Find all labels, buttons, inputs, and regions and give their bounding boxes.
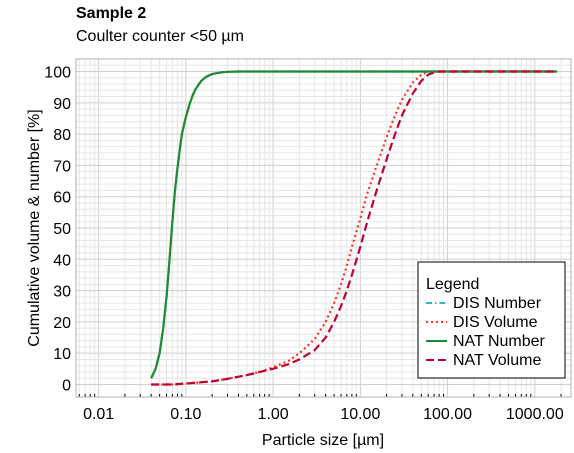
- x-tick-label: 10.00: [340, 406, 380, 423]
- y-tick-label: 10: [53, 346, 71, 363]
- legend-items: DIS Number DIS Volume NAT Number NAT Volume: [426, 295, 546, 369]
- chart-subtitle: Coulter counter <50 µm: [76, 28, 244, 45]
- plot-frame: [75, 58, 572, 398]
- x-tick-label: 0.01: [83, 406, 114, 423]
- y-tick-label: 50: [53, 221, 71, 238]
- series-line-nat-volume: [151, 70, 558, 386]
- x-tick-label: 1.00: [258, 406, 289, 423]
- legend-label: DIS Volume: [453, 314, 538, 331]
- y-axis-label: Cumulative volume & number [%]: [26, 109, 43, 346]
- y-tick-label: 90: [53, 96, 71, 113]
- y-ticks: 0 10 20 30 40 50 60 70 80 90 100: [44, 65, 71, 395]
- y-tick-label: 100: [44, 65, 71, 82]
- y-tick-label: 70: [53, 158, 71, 175]
- x-ticks: 0.01 0.10 1.00 10.00 100.00 1000.00: [83, 406, 564, 423]
- x-tick-label: 100.00: [423, 406, 472, 423]
- y-tick-label: 60: [53, 190, 71, 207]
- y-tick-label: 40: [53, 252, 71, 269]
- legend-box: [417, 261, 566, 379]
- legend-label: NAT Volume: [453, 352, 541, 369]
- series-layer: [150, 70, 558, 386]
- series-line-nat-number: [150, 70, 558, 379]
- legend-title: Legend: [426, 276, 479, 293]
- y-tick-label: 0: [62, 377, 71, 394]
- y-tick-label: 20: [53, 315, 71, 332]
- x-tick-label: 1000.00: [506, 406, 564, 423]
- legend-label: NAT Number: [453, 333, 546, 350]
- y-tick-label: 80: [53, 127, 71, 144]
- chart-title: Sample 2: [76, 5, 147, 22]
- legend-label: DIS Number: [453, 295, 542, 312]
- x-axis-label: Particle size [µm]: [262, 432, 384, 449]
- y-tick-label: 30: [53, 284, 71, 301]
- x-tick-label: 0.10: [170, 406, 201, 423]
- legend: Legend DIS Number DIS Volume NAT Number NAT…: [417, 261, 566, 379]
